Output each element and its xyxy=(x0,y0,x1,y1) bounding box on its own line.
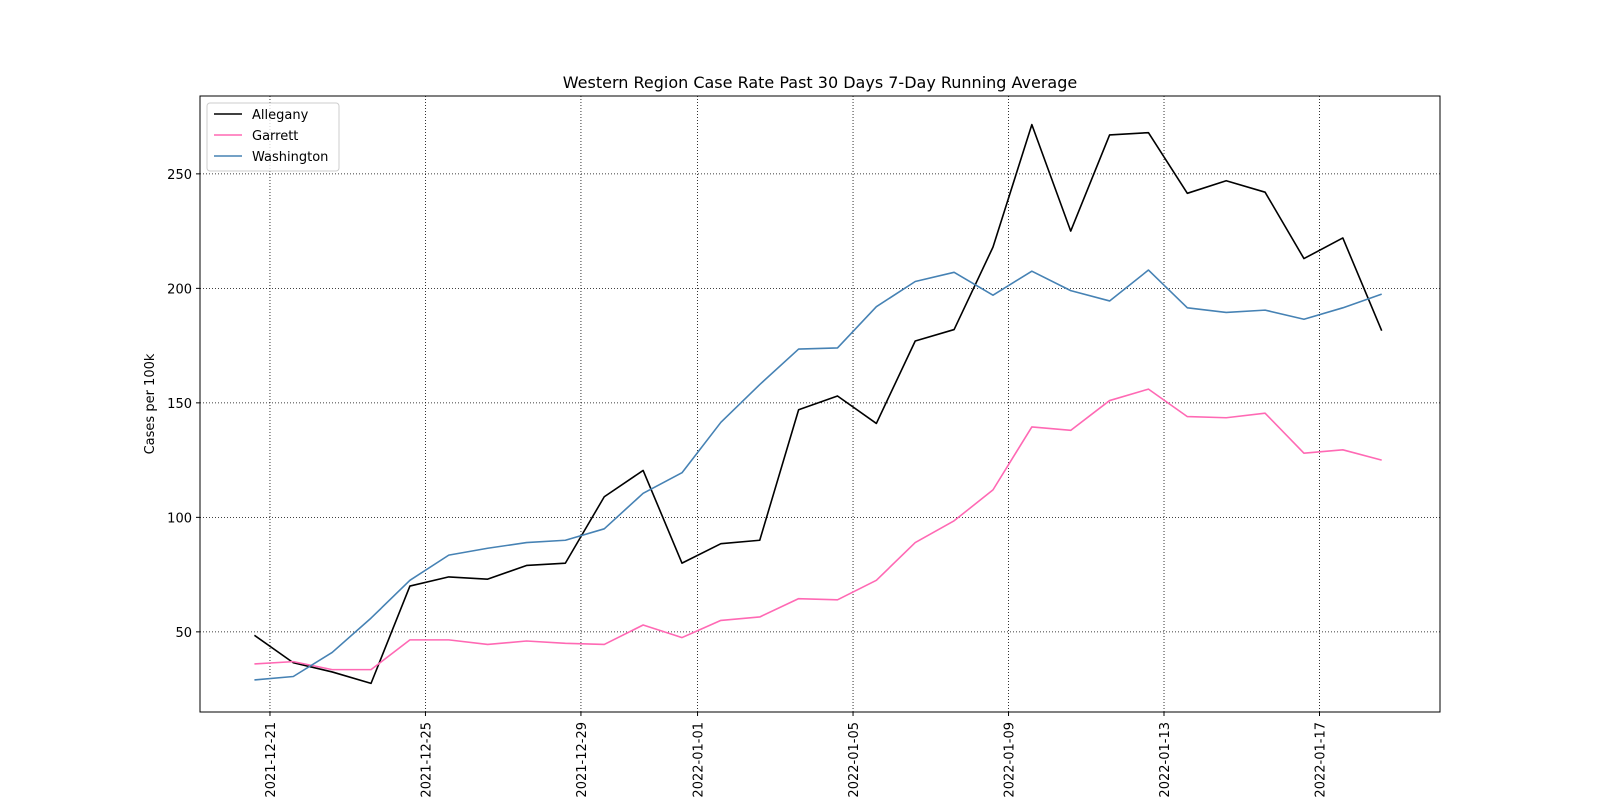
legend-label-allegany: Allegany xyxy=(252,108,309,123)
y-tick-label: 50 xyxy=(175,626,192,641)
plot-area-frame xyxy=(199,95,1441,713)
series-line-garrett xyxy=(254,388,1382,671)
x-tick-label: 2022-01-05 xyxy=(847,722,862,798)
x-tick-label: 2021-12-25 xyxy=(419,722,434,798)
x-tick-label: 2021-12-29 xyxy=(575,722,590,798)
series-line-washington xyxy=(254,269,1382,681)
legend-label-garrett: Garrett xyxy=(252,129,298,144)
y-tick-label: 250 xyxy=(167,168,192,183)
x-tick-label: 2022-01-09 xyxy=(1003,722,1018,798)
axis-ticks: 50 100 150 200 250 2021-12-21 2021-12-25 2021-1… xyxy=(167,168,1328,798)
y-tick-label: 100 xyxy=(167,511,192,526)
series-lines xyxy=(253,123,1383,685)
y-tick-label: 150 xyxy=(167,397,192,412)
legend: Allegany Garrett Washington xyxy=(206,102,340,172)
x-tick-label: 2022-01-01 xyxy=(692,722,707,798)
x-tick-label: 2022-01-17 xyxy=(1313,722,1328,798)
legend-box xyxy=(206,102,340,172)
x-tick-label: 2022-01-13 xyxy=(1158,722,1173,798)
chart-title: Western Region Case Rate Past 30 Days 7-… xyxy=(563,73,1077,92)
legend-label-washington: Washington xyxy=(252,150,328,165)
series-line-allegany xyxy=(253,123,1383,685)
y-tick-label: 200 xyxy=(167,282,192,297)
y-axis-label: Cases per 100k xyxy=(143,353,158,454)
x-tick-label: 2021-12-21 xyxy=(264,722,279,798)
